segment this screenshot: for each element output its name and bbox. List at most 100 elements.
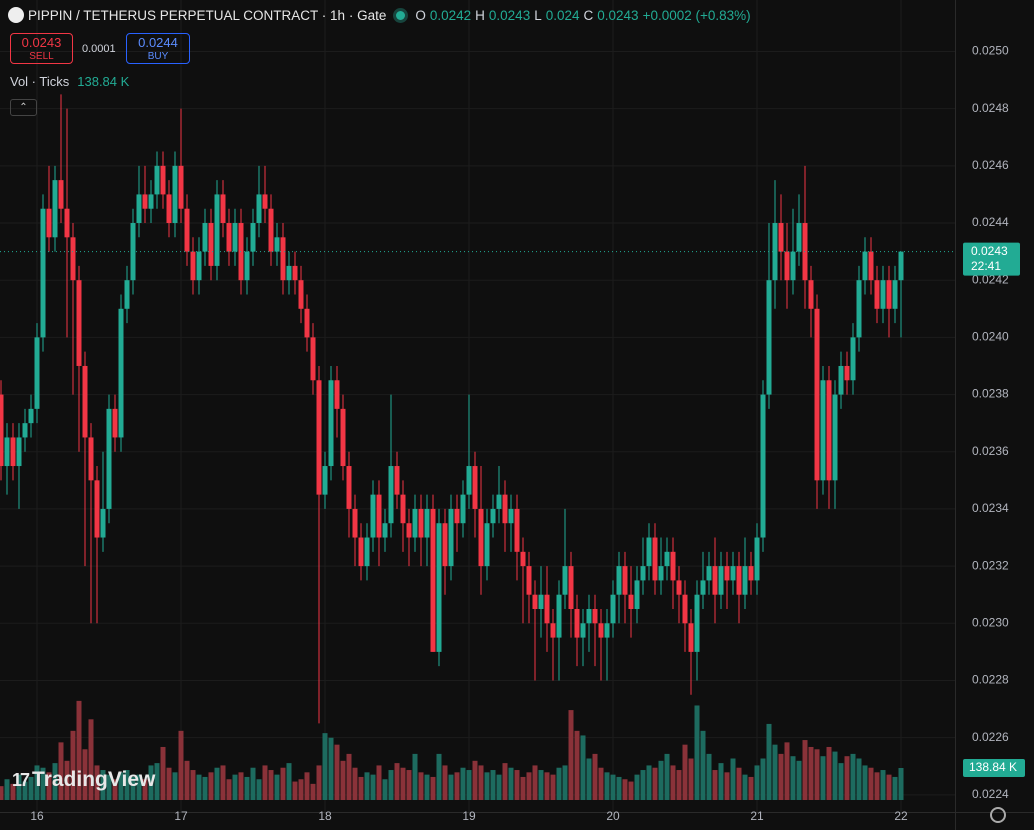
collapse-button[interactable]: ⌃: [10, 99, 37, 116]
candle-body: [346, 466, 352, 509]
candle-body: [472, 466, 478, 509]
buy-button[interactable]: 0.0244 BUY: [126, 33, 190, 64]
volume-bar: [532, 765, 538, 800]
volume-bar: [538, 770, 544, 800]
x-tick-label: 16: [30, 809, 44, 823]
volume-bar: [544, 772, 550, 800]
candle-body: [430, 508, 436, 652]
x-tick-label: 18: [318, 809, 332, 823]
candle-body: [160, 165, 166, 195]
candle-body: [220, 194, 226, 224]
candle-body: [352, 508, 358, 538]
candle-body: [70, 237, 76, 281]
candle-body: [184, 208, 190, 252]
volume-bar: [94, 765, 100, 800]
high-value: 0.0243: [488, 7, 531, 23]
volume-bar: [682, 744, 688, 800]
change: +0.0002 (+0.83%): [642, 7, 751, 23]
candle-body: [112, 408, 118, 438]
candle-body: [442, 523, 448, 567]
volume-bar: [238, 772, 244, 800]
volume-bar: [526, 772, 532, 800]
candle-body: [664, 551, 670, 567]
volume-bar: [148, 765, 154, 800]
candle-body: [604, 623, 610, 638]
volume-bar: [748, 776, 754, 800]
candle-body: [502, 494, 508, 524]
volume-bar: [394, 763, 400, 800]
volume-bar: [310, 783, 316, 800]
candle-body: [364, 537, 370, 567]
candle-body: [448, 508, 454, 567]
volume-bar: [22, 781, 28, 800]
volume-bar: [676, 770, 682, 800]
volume-bar: [898, 767, 904, 800]
volume-bar: [88, 719, 94, 800]
sell-label: SELL: [29, 51, 54, 62]
candle-body: [88, 437, 94, 481]
indicator-name[interactable]: Vol · Ticks: [10, 74, 70, 89]
ohlc-letter: L: [534, 7, 542, 23]
volume-bar: [406, 770, 412, 800]
volume-bar: [304, 772, 310, 800]
y-tick-label: 0.0238: [972, 387, 1009, 401]
volume-bar: [568, 710, 574, 800]
volume-bar: [598, 767, 604, 800]
volume-bar: [388, 770, 394, 800]
y-tick-label: 0.0242: [972, 272, 1009, 286]
settings-icon[interactable]: [990, 807, 1006, 823]
y-tick-label: 0.0250: [972, 44, 1009, 58]
candle-body: [394, 466, 400, 495]
watermark-text: TradingView: [32, 768, 156, 791]
candle-body: [778, 223, 784, 252]
title[interactable]: PIPPIN / TETHERUS PERPETUAL CONTRACT · 1…: [28, 7, 387, 23]
volume-bar: [790, 756, 796, 800]
candle-body: [208, 223, 214, 266]
y-tick-label: 0.0246: [972, 158, 1009, 172]
sell-button[interactable]: 0.0243 SELL: [10, 33, 73, 64]
indicator-legend: Vol · Ticks 138.84 K: [10, 74, 129, 89]
volume-bar: [808, 746, 814, 800]
candle-body: [136, 194, 142, 224]
candle-body: [424, 508, 430, 538]
volume-bar: [862, 765, 868, 800]
candle-body: [514, 508, 520, 552]
candle-body: [334, 380, 340, 409]
volume-bar: [460, 767, 466, 800]
volume-bar: [646, 765, 652, 800]
volume-bar: [70, 730, 76, 800]
candle-body: [436, 523, 442, 652]
volume-bar: [820, 756, 826, 800]
volume-bar: [196, 774, 202, 800]
volume-bar: [550, 774, 556, 800]
indicator-value: 138.84 K: [77, 74, 130, 89]
candle-body: [166, 194, 172, 224]
candle-body: [256, 194, 262, 224]
volume-bar: [472, 760, 478, 800]
candle-body: [790, 251, 796, 281]
candle-body: [262, 194, 268, 209]
volume-bar: [10, 783, 16, 800]
candle-body: [148, 194, 154, 209]
candle-body: [322, 466, 328, 495]
candle-body: [574, 609, 580, 638]
candle-body: [616, 566, 622, 595]
candle-body: [172, 165, 178, 224]
candle-body: [226, 223, 232, 252]
volume-bar: [448, 774, 454, 800]
candle-body: [16, 437, 22, 467]
candle-body: [310, 337, 316, 381]
ohlc-letter: C: [583, 7, 594, 23]
candle-body: [82, 365, 88, 438]
candle-body: [868, 251, 874, 281]
candle-body: [118, 308, 124, 438]
volume-bar: [886, 774, 892, 800]
candle-body: [544, 594, 550, 624]
volume-bar: [376, 765, 382, 800]
volume-bar: [838, 763, 844, 800]
candle-body: [700, 580, 706, 595]
candle-body: [100, 508, 106, 538]
candle-body: [628, 594, 634, 609]
